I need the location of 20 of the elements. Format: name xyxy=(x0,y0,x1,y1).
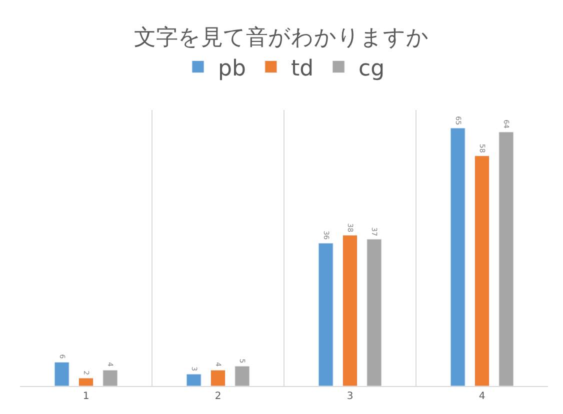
x-tick-label: 3 xyxy=(346,391,354,402)
x-tick-label: 4 xyxy=(478,391,486,402)
bar xyxy=(78,378,94,386)
bar xyxy=(102,370,118,386)
bar xyxy=(234,366,250,386)
bar xyxy=(210,370,226,386)
chart-title: 文字を見て音がわかりますか xyxy=(134,25,429,50)
x-tick-label: 2 xyxy=(214,391,222,402)
x-tick-label: 1 xyxy=(82,391,90,402)
legend-label: cg xyxy=(358,56,385,82)
legend-label: pb xyxy=(218,56,246,82)
bar xyxy=(450,128,466,386)
bar xyxy=(186,374,202,386)
bar xyxy=(54,362,70,386)
bar xyxy=(366,238,382,386)
bar xyxy=(342,234,358,386)
bar xyxy=(498,132,514,386)
legend-label: td xyxy=(290,56,314,82)
bar xyxy=(318,242,334,386)
bar xyxy=(474,156,490,386)
